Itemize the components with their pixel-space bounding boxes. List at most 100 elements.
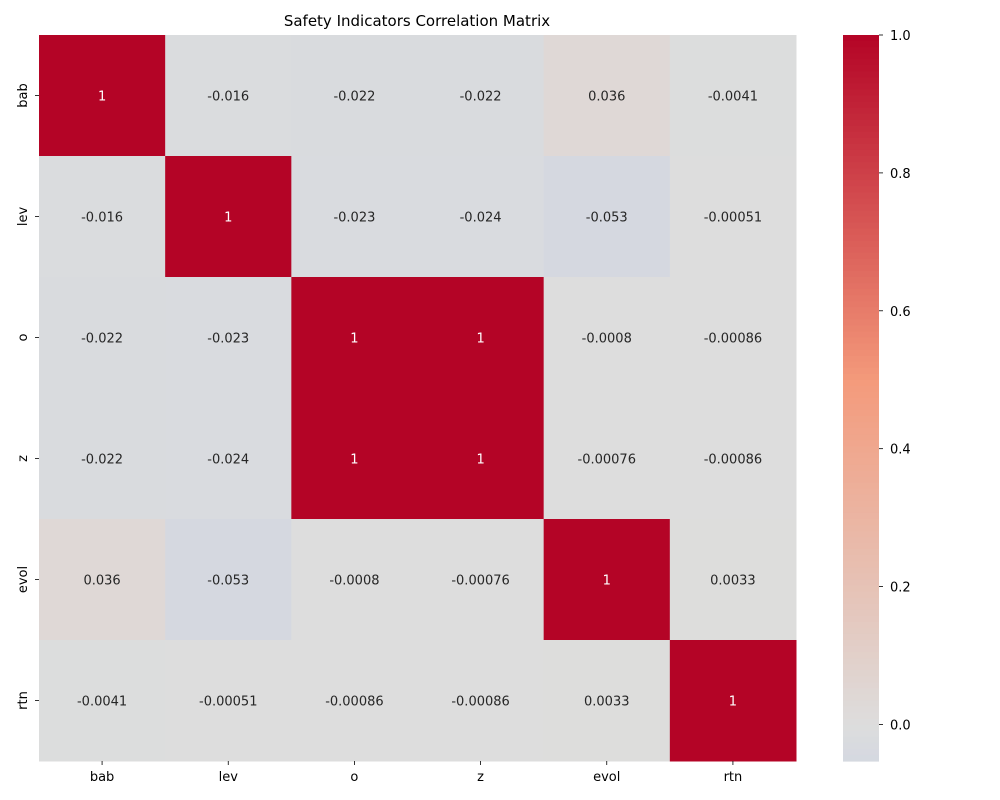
- cell-label-bab-lev: -0.016: [207, 90, 249, 105]
- colorbar-segment: [843, 313, 879, 320]
- colorbar-segment: [843, 446, 879, 454]
- chart-title: Safety Indicators Correlation Matrix: [284, 12, 550, 30]
- colorbar-segment: [843, 428, 879, 435]
- colorbar-segment: [843, 700, 879, 708]
- colorbar-segment: [843, 627, 879, 635]
- colorbar-segment: [843, 222, 879, 230]
- x-tick-label-evol: evol: [593, 770, 620, 785]
- colorbar-segment: [843, 283, 879, 290]
- colorbar-segment: [843, 59, 879, 66]
- colorbar-segment: [843, 470, 879, 478]
- colorbar-segment: [843, 573, 879, 581]
- colorbar-segment: [843, 95, 879, 103]
- colorbar-segment: [843, 35, 879, 42]
- y-tick-label-evol: evol: [16, 566, 31, 593]
- cell-label-z-lev: -0.024: [207, 453, 249, 468]
- colorbar-segment: [843, 567, 879, 575]
- cell-label-z-rtn: -0.00086: [704, 453, 762, 468]
- colorbar-segment: [843, 500, 879, 508]
- cell-label-bab-rtn: -0.0041: [708, 90, 758, 105]
- colorbar-segment: [843, 416, 879, 423]
- colorbar-segment: [843, 355, 879, 363]
- colorbar-segment: [843, 482, 879, 490]
- cell-label-z-bab: -0.022: [81, 453, 123, 468]
- heatmap-cell-evol-rtn: [669, 519, 797, 641]
- cell-label-evol-lev: -0.053: [207, 574, 249, 589]
- colorbar-segment: [843, 385, 879, 393]
- colorbar-segment: [843, 579, 879, 587]
- cell-label-rtn-z: -0.00086: [451, 695, 509, 710]
- heatmap-cell-bab-o: [291, 35, 418, 157]
- colorbar-segment: [843, 464, 879, 472]
- colorbar-segment: [843, 337, 879, 345]
- heatmap-cell-bab-rtn: [669, 35, 797, 157]
- cell-label-o-rtn: -0.00086: [704, 332, 762, 347]
- heatmap-cell-z-lev: [165, 398, 292, 520]
- colorbar-segment: [843, 198, 879, 205]
- colorbar-tick-label: 0.6: [890, 305, 911, 320]
- colorbar-segment: [843, 53, 879, 60]
- heatmap-cell-bab-bab: [39, 35, 166, 157]
- heatmap-cell-lev-evol: [543, 156, 671, 278]
- heatmap-cell-lev-o: [291, 156, 418, 278]
- heatmap-cell-o-evol: [543, 277, 671, 399]
- heatmap-cell-bab-evol: [543, 35, 671, 157]
- colorbar-segment: [843, 410, 879, 417]
- heatmap-cell-z-z: [417, 398, 545, 520]
- colorbar-segment: [843, 228, 879, 236]
- colorbar-segment: [843, 531, 879, 538]
- colorbar-segment: [843, 585, 879, 593]
- colorbar-segment: [843, 718, 879, 726]
- cell-label-bab-evol: 0.036: [588, 90, 625, 105]
- colorbar-segment: [843, 646, 879, 653]
- colorbar-segment: [843, 107, 879, 115]
- colorbar-segment: [843, 246, 879, 254]
- cell-label-z-o: 1: [350, 453, 358, 468]
- colorbar-segment: [843, 258, 879, 266]
- colorbar-segment: [843, 41, 879, 48]
- heatmap-cell-evol-lev: [165, 519, 292, 641]
- colorbar-segment: [843, 131, 879, 139]
- colorbar-segment: [843, 519, 879, 526]
- heatmap-cell-z-rtn: [669, 398, 797, 520]
- colorbar-segment: [843, 633, 879, 641]
- colorbar-segment: [843, 204, 879, 212]
- colorbar-segment: [843, 277, 879, 284]
- heatmap-cell-z-evol: [543, 398, 671, 520]
- colorbar-segment: [843, 591, 879, 599]
- cell-label-evol-evol: 1: [603, 574, 611, 589]
- colorbar-segment: [843, 125, 879, 133]
- heatmap-cell-bab-lev: [165, 35, 292, 157]
- colorbar-segment: [843, 119, 879, 127]
- cell-label-evol-rtn: 0.0033: [710, 574, 756, 589]
- colorbar-segment: [843, 422, 879, 429]
- colorbar-segment: [843, 301, 879, 308]
- colorbar-segment: [843, 694, 879, 702]
- heatmap-cell-bab-z: [417, 35, 545, 157]
- colorbar-segment: [843, 295, 879, 302]
- colorbar-segment: [843, 440, 879, 447]
- colorbar-segment: [843, 216, 879, 224]
- colorbar-segment: [843, 113, 879, 121]
- cell-label-bab-o: -0.022: [333, 90, 375, 105]
- colorbar-segment: [843, 361, 879, 369]
- heatmap-cell-o-o: [291, 277, 418, 399]
- cell-label-o-lev: -0.023: [207, 332, 249, 347]
- colorbar-segment: [843, 682, 879, 689]
- colorbar-segment: [843, 391, 879, 399]
- colorbar-segment: [843, 452, 879, 460]
- x-tick-label-bab: bab: [90, 770, 114, 785]
- colorbar-segment: [843, 71, 879, 78]
- colorbar-segment: [843, 543, 879, 550]
- y-tick-label-rtn: rtn: [16, 691, 31, 710]
- colorbar-tick-label: 0.0: [890, 718, 911, 733]
- colorbar-segment: [843, 555, 879, 562]
- colorbar-segment: [843, 240, 879, 248]
- heatmap-cell-rtn-z: [417, 640, 545, 762]
- colorbar-segment: [843, 343, 879, 351]
- colorbar-segment: [843, 488, 879, 496]
- colorbar-segment: [843, 537, 879, 544]
- heatmap-cell-lev-bab: [39, 156, 166, 278]
- colorbar-segment: [843, 640, 879, 647]
- colorbar-segment: [843, 289, 879, 296]
